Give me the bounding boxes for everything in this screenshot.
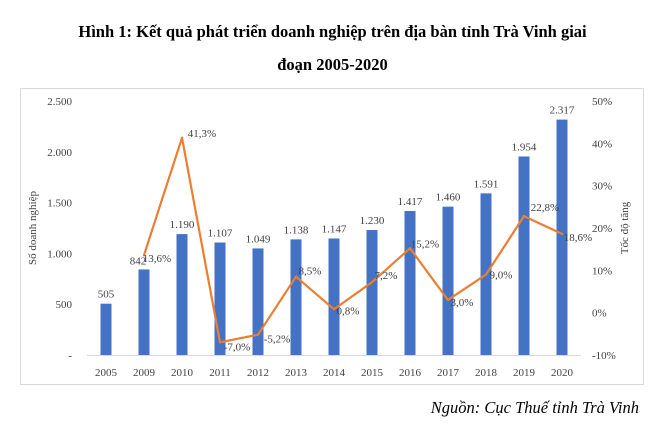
bar-data-label: 2.317 bbox=[550, 105, 575, 117]
line-point bbox=[294, 275, 298, 278]
line-data-label: -7,0% bbox=[224, 341, 251, 353]
y2-axis-title: Tốc độ tăng bbox=[619, 201, 631, 254]
bar bbox=[556, 119, 568, 355]
bar bbox=[214, 242, 226, 355]
y2-axis-tick-label: -10% bbox=[592, 350, 616, 362]
bar-data-label: 1.954 bbox=[512, 141, 537, 153]
x-axis-tick-label: 2018 bbox=[475, 367, 498, 379]
bar bbox=[518, 156, 530, 355]
line-point bbox=[484, 273, 488, 276]
line-data-label: -5,2% bbox=[264, 334, 291, 346]
bar bbox=[100, 303, 112, 355]
line-point bbox=[446, 298, 450, 302]
bar-data-label: 1.230 bbox=[360, 215, 385, 227]
line-point bbox=[408, 247, 412, 250]
line-data-label: 3,0% bbox=[451, 297, 474, 309]
line-data-label: 18,6% bbox=[564, 232, 592, 244]
x-axis-tick-label: 2014 bbox=[323, 367, 346, 379]
y2-axis-tick-label: 10% bbox=[592, 265, 612, 277]
x-axis-tick-label: 2010 bbox=[171, 367, 194, 379]
growth-rate-line bbox=[142, 136, 563, 344]
x-axis-tick-label: 2020 bbox=[551, 367, 574, 379]
line-data-label: 13,6% bbox=[143, 253, 171, 265]
bar bbox=[290, 239, 302, 355]
bar-data-label: 842 bbox=[130, 255, 147, 267]
y2-axis-tick-label: 20% bbox=[592, 223, 612, 235]
line-point bbox=[180, 136, 184, 140]
chart-title-line-1: Hình 1: Kết quả phát triển doanh nghiệp … bbox=[78, 22, 587, 41]
x-axis-tick-label: 2015 bbox=[361, 367, 384, 379]
bar-data-label: 1.190 bbox=[170, 219, 195, 231]
bar bbox=[404, 211, 416, 355]
x-axis-tick-label: 2017 bbox=[437, 367, 460, 379]
x-axis-tick-label: 2005 bbox=[95, 367, 118, 379]
bar bbox=[138, 269, 150, 355]
chart-title-line-2: đoạn 2005-2020 bbox=[277, 55, 388, 74]
x-axis-tick-label: 2019 bbox=[513, 367, 536, 379]
y2-axis-tick-label: 50% bbox=[592, 96, 612, 108]
line-data-label: 7,2% bbox=[375, 270, 398, 282]
line-data-label: 0,8% bbox=[337, 305, 360, 317]
chart-frame bbox=[20, 88, 644, 385]
bar bbox=[366, 230, 378, 355]
y-axis-title: Số doanh nghiệp bbox=[27, 191, 39, 265]
y-axis-tick-label: - bbox=[68, 350, 72, 362]
line-point bbox=[218, 341, 222, 344]
source-note: Nguồn: Cục Thuế tỉnh Trà Vinh bbox=[430, 398, 639, 417]
bar-data-label: 505 bbox=[98, 289, 115, 301]
line-data-label: 15,2% bbox=[411, 238, 439, 250]
line-point bbox=[370, 280, 374, 284]
bar-data-label: 1.591 bbox=[474, 178, 499, 190]
y2-axis-tick-label: 0% bbox=[592, 308, 607, 320]
y2-axis-tick-label: 40% bbox=[592, 138, 612, 150]
y-axis-tick-label: 500 bbox=[56, 299, 73, 311]
x-axis-tick-label: 2009 bbox=[133, 367, 156, 379]
bar-data-label: 1.417 bbox=[398, 196, 423, 208]
x-axis-tick-label: 2012 bbox=[247, 367, 269, 379]
y-axis-tick-label: 1.500 bbox=[47, 198, 72, 210]
bar bbox=[252, 248, 264, 355]
x-axis-tick-label: 2011 bbox=[209, 367, 231, 379]
line-data-label: 22,8% bbox=[531, 202, 559, 214]
line-point bbox=[256, 333, 260, 336]
line-point bbox=[560, 232, 564, 236]
bar bbox=[442, 206, 454, 355]
x-axis-tick-label: 2013 bbox=[285, 367, 308, 379]
y-axis-tick-label: 1.000 bbox=[47, 248, 72, 260]
line-point bbox=[522, 214, 526, 218]
line-data-label: 8,5% bbox=[299, 266, 322, 278]
x-axis-tick-label: 2016 bbox=[399, 367, 422, 379]
line-point bbox=[142, 253, 146, 257]
y-axis-tick-label: 2.000 bbox=[47, 147, 72, 159]
bar-data-label: 1.460 bbox=[436, 192, 461, 204]
line-point bbox=[332, 308, 336, 311]
y2-axis-tick-label: 30% bbox=[592, 181, 612, 193]
bar bbox=[176, 234, 188, 355]
bar-data-label: 1.049 bbox=[246, 233, 271, 245]
bar-data-label: 1.138 bbox=[284, 224, 309, 236]
bar-data-label: 1.147 bbox=[322, 223, 347, 235]
bar bbox=[328, 238, 340, 355]
bar-data-label: 1.107 bbox=[208, 228, 233, 240]
line-data-label: 41,3% bbox=[188, 128, 216, 140]
y-axis-tick-label: 2.500 bbox=[47, 96, 72, 108]
line-data-label: 9,0% bbox=[490, 270, 513, 282]
